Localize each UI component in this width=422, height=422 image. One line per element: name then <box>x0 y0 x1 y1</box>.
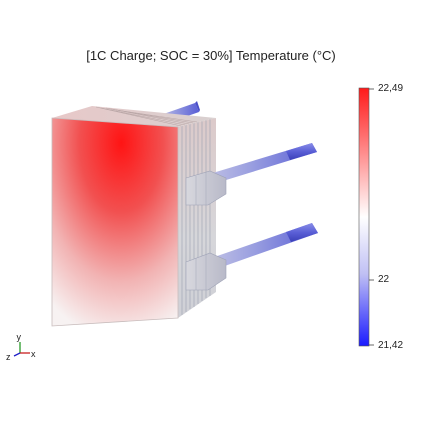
colorbar-min-label: 21,42 <box>378 340 404 351</box>
axis-z-label: z <box>6 352 11 362</box>
colorbar <box>358 87 374 347</box>
coolant-pipe-upper <box>185 143 317 206</box>
axis-y-label: y <box>17 332 22 342</box>
colorbar-mid-label: 22 <box>378 274 390 285</box>
colorbar-max-label: 22,49 <box>378 83 404 94</box>
plot-title: [1C Charge; SOC = 30%] Temperature (°C) <box>86 48 336 63</box>
cell-front-face <box>51 117 179 327</box>
axes-triad: y x z <box>6 332 36 362</box>
coolant-pipe-lower <box>185 223 318 291</box>
cell-stack-top <box>52 106 216 127</box>
colorbar-gradient <box>358 87 370 347</box>
axis-x-label: x <box>31 349 36 359</box>
